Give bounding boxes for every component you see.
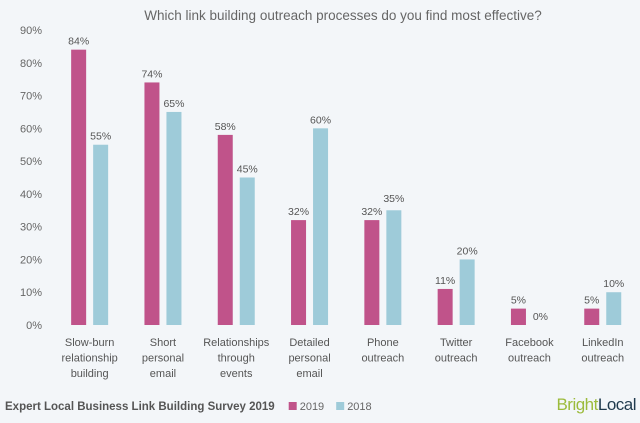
legend-swatch	[288, 402, 297, 410]
bar-2018	[459, 259, 475, 325]
x-tick-label: Phone	[367, 337, 399, 349]
x-tick-label: personal	[142, 353, 184, 365]
y-tick-label: 20%	[20, 254, 42, 266]
data-label: 35%	[383, 193, 404, 205]
data-label: 32%	[361, 206, 382, 218]
brightlocal-logo: BrightLocal	[556, 395, 636, 414]
x-tick-label: building	[71, 368, 109, 380]
bar-2019	[217, 134, 233, 325]
data-label: 5%	[511, 295, 526, 307]
x-tick-label: Facebook	[505, 337, 554, 349]
bar-2019	[584, 308, 600, 325]
bar-2018	[606, 292, 622, 325]
data-label: 5%	[584, 295, 599, 307]
data-label: 60%	[310, 114, 331, 126]
x-tick-label: events	[220, 368, 253, 380]
data-label: 0%	[533, 311, 548, 323]
x-tick-label: Short	[150, 337, 176, 349]
legend-swatch	[336, 402, 345, 410]
x-tick-label: Relationships	[203, 337, 270, 349]
x-tick-label: relationship	[62, 353, 118, 365]
data-label: 74%	[141, 68, 162, 80]
logo-bright: Bright	[556, 395, 598, 414]
x-tick-label: email	[150, 368, 176, 380]
x-tick-label: outreach	[361, 353, 404, 365]
data-label: 55%	[90, 131, 111, 143]
legend: 2019 2018	[288, 401, 372, 413]
y-tick-label: 50%	[20, 156, 42, 168]
x-tick-label: outreach	[508, 353, 551, 365]
bar-2019	[144, 82, 160, 325]
y-tick-label: 70%	[20, 91, 42, 103]
bar-2019	[437, 288, 453, 325]
bar-2018	[93, 144, 109, 325]
x-tick-label: Slow-burn	[65, 337, 115, 349]
svg-text:BrightLocal: BrightLocal	[556, 395, 636, 414]
x-tick-label: personal	[288, 353, 330, 365]
y-tick-label: 0%	[26, 320, 42, 332]
y-tick-label: 80%	[20, 58, 42, 70]
y-tick-label: 60%	[20, 123, 42, 135]
x-tick-label: email	[296, 368, 322, 380]
data-label: 65%	[163, 98, 184, 110]
bar-2019	[364, 220, 380, 325]
bar-2018	[166, 111, 182, 325]
y-tick-label: 90%	[20, 25, 42, 37]
logo-local: Local	[598, 395, 636, 414]
data-label: 11%	[435, 275, 455, 287]
x-tick-label: through	[218, 353, 255, 365]
x-tick-label: LinkedIn	[582, 337, 624, 349]
x-tick-label: outreach	[435, 353, 478, 365]
data-label: 45%	[237, 164, 258, 176]
bar-2018	[313, 128, 329, 325]
bar-2019	[71, 49, 87, 326]
y-tick-label: 40%	[20, 189, 42, 201]
x-tick-label: Twitter	[440, 337, 473, 349]
x-tick-label: Detailed	[289, 337, 329, 349]
data-label: 58%	[215, 121, 236, 133]
bar-2019	[291, 220, 307, 325]
legend-label: 2018	[347, 401, 371, 413]
x-tick-label: outreach	[581, 353, 624, 365]
legend-label: 2019	[300, 401, 324, 413]
data-label: 20%	[457, 245, 478, 257]
bar-2018	[239, 177, 255, 325]
data-label: 10%	[603, 278, 624, 290]
y-tick-label: 30%	[20, 222, 42, 234]
bar-2019	[510, 308, 526, 325]
data-label: 84%	[68, 36, 89, 48]
footer-source: Expert Local Business Link Building Surv…	[5, 401, 275, 413]
bar-2018	[386, 210, 402, 325]
y-tick-label: 10%	[20, 287, 42, 299]
data-label: 32%	[288, 206, 309, 218]
chart-title: Which link building outreach processes d…	[144, 8, 541, 23]
